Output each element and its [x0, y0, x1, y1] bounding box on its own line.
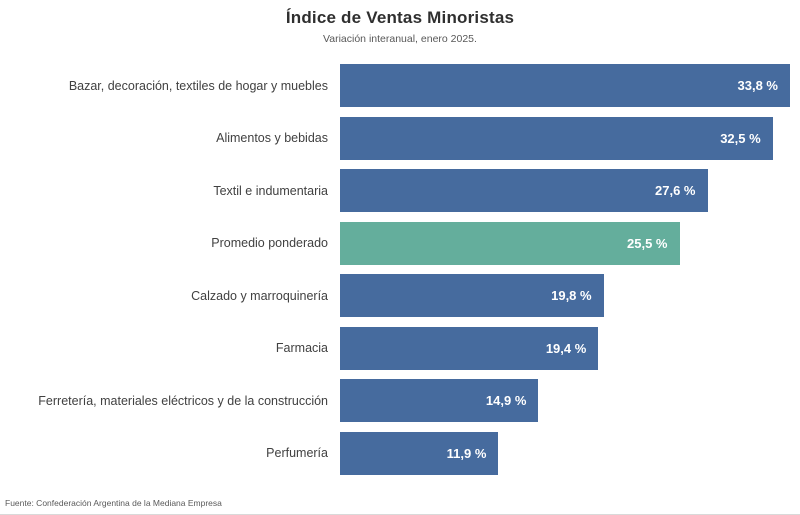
category-label: Textil e indumentaria	[213, 183, 328, 198]
bar-highlight: 25,5 %	[340, 221, 680, 265]
bar: 19,4 %	[340, 326, 599, 370]
chart-row: Bazar, decoración, textiles de hogar y m…	[0, 60, 800, 113]
chart-row: Promedio ponderado 25,5 %	[0, 217, 800, 270]
bar-track: 11,9 %	[340, 431, 800, 475]
value-label: 11,9 %	[446, 445, 487, 461]
bar-chart-area: Bazar, decoración, textiles de hogar y m…	[0, 60, 800, 480]
category-label: Bazar, decoración, textiles de hogar y m…	[68, 78, 328, 93]
chart-row: Alimentos y bebidas 32,5 %	[0, 112, 800, 165]
value-label: 27,6 %	[655, 183, 696, 199]
chart-row: Calzado y marroquinería 19,8 %	[0, 270, 800, 323]
chart-title: Índice de Ventas Minoristas	[285, 8, 515, 27]
chart-subtitle: Variación interanual, enero 2025.	[323, 33, 477, 45]
value-label: 33,8 %	[737, 78, 778, 94]
bar-track: 25,5 %	[340, 221, 800, 265]
chart-header: Índice de Ventas Minoristas Variación in…	[0, 8, 800, 45]
bar: 32,5 %	[340, 116, 773, 160]
bar-track: 19,8 %	[340, 274, 800, 318]
category-label: Farmacia	[275, 341, 328, 356]
value-label: 25,5 %	[627, 235, 668, 251]
bar-track: 27,6 %	[340, 169, 800, 213]
chart-row: Ferretería, materiales eléctricos y de l…	[0, 375, 800, 428]
category-label: Alimentos y bebidas	[216, 131, 328, 146]
source-note: Fuente: Confederación Argentina de la Me…	[5, 498, 222, 508]
bar: 11,9 %	[340, 431, 499, 475]
chart-row: Farmacia 19,4 %	[0, 322, 800, 375]
chart-row: Perfumería 11,9 %	[0, 427, 800, 480]
bar: 33,8 %	[340, 64, 790, 108]
value-label: 32,5 %	[720, 130, 761, 146]
category-label: Perfumería	[266, 446, 328, 461]
bar: 27,6 %	[340, 169, 708, 213]
category-label: Ferretería, materiales eléctricos y de l…	[38, 393, 328, 408]
category-label: Calzado y marroquinería	[191, 288, 328, 303]
value-label: 19,4 %	[545, 340, 587, 356]
bar-track: 19,4 %	[340, 326, 800, 370]
value-label: 14,9 %	[485, 393, 527, 409]
chart-row: Textil e indumentaria 27,6 %	[0, 165, 800, 218]
bar-track: 32,5 %	[340, 116, 800, 160]
bar-track: 14,9 %	[340, 379, 800, 423]
bar: 19,8 %	[340, 274, 604, 318]
value-label: 19,8 %	[551, 288, 592, 304]
category-label: Promedio ponderado	[211, 236, 328, 251]
bar: 14,9 %	[340, 379, 539, 423]
bar-track: 33,8 %	[340, 64, 800, 108]
